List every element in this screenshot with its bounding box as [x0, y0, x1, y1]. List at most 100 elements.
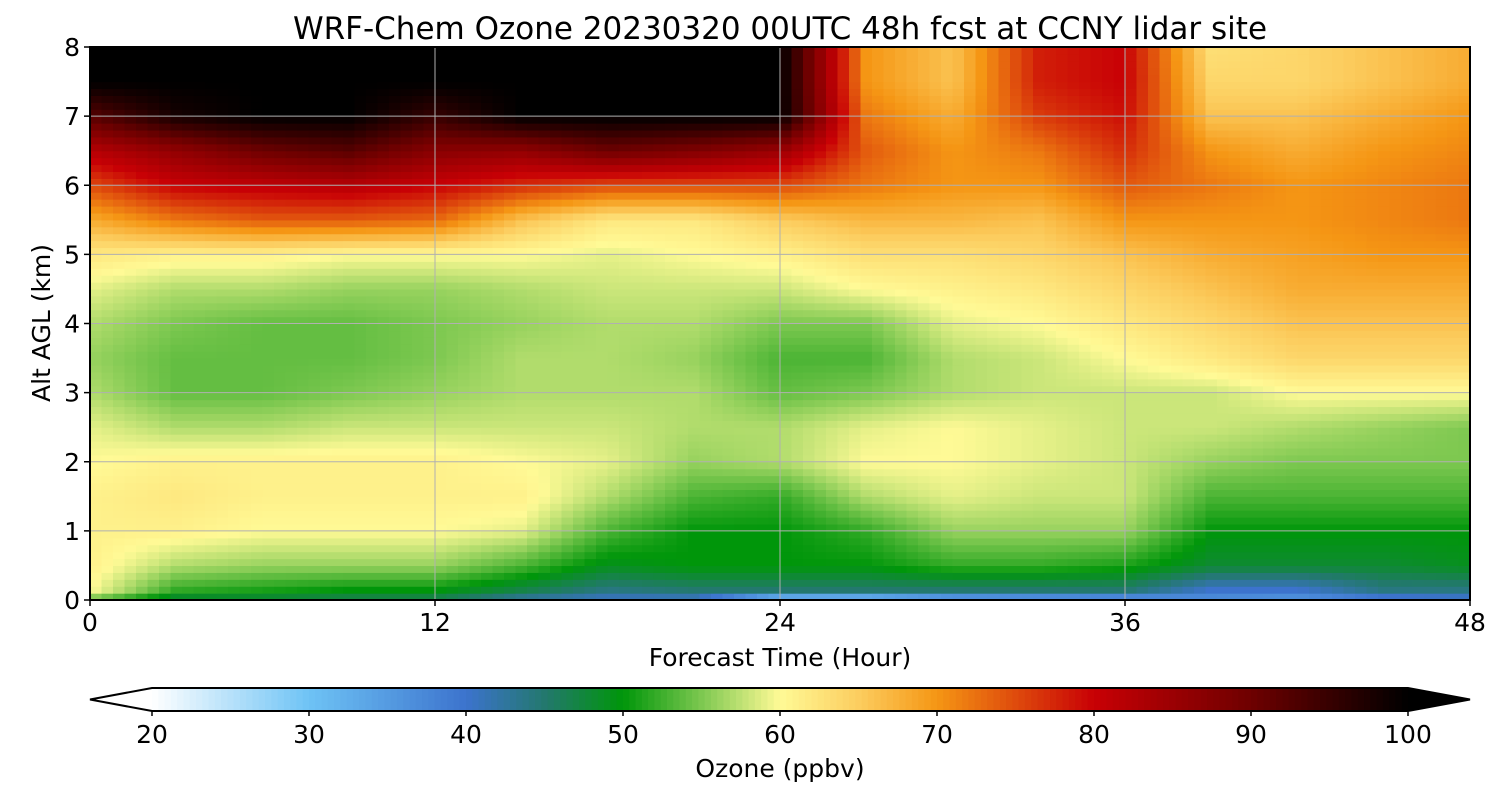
heat-cell [607, 489, 620, 497]
heat-cell [550, 530, 563, 539]
heat-cell [262, 454, 275, 463]
heat-cell [101, 489, 114, 497]
heat-cell [90, 364, 103, 373]
heat-cell [676, 447, 689, 456]
heat-cell [481, 586, 494, 594]
heat-cell [745, 81, 758, 90]
heat-cell [607, 240, 620, 249]
heat-cell [170, 295, 183, 304]
heat-cell [768, 579, 781, 587]
heat-cell [722, 399, 735, 408]
heat-cell [113, 116, 126, 124]
heat-cell [745, 123, 758, 131]
heat-cell [90, 282, 103, 290]
heat-cell [768, 60, 781, 69]
heat-cell [469, 441, 482, 449]
heat-cell [653, 88, 666, 96]
heat-cell [711, 123, 724, 131]
heat-cell [676, 427, 689, 435]
heat-cell [400, 441, 413, 449]
heat-cell [389, 67, 402, 76]
heat-cell [285, 586, 298, 594]
heat-cell [274, 461, 287, 470]
heat-cell [665, 427, 678, 435]
heat-cell [527, 199, 540, 207]
heat-cell [159, 212, 172, 221]
heat-cell [366, 378, 379, 387]
heat-cell [331, 240, 344, 249]
heat-cell [297, 337, 310, 345]
heat-cell [101, 503, 114, 511]
heat-cell [688, 233, 701, 242]
heat-cell [239, 551, 252, 560]
heat-cell [653, 60, 666, 69]
heat-cell [101, 275, 114, 283]
heat-cell [538, 330, 551, 338]
heat-cell [101, 565, 114, 573]
heat-cell [389, 358, 402, 366]
heat-cell [527, 185, 540, 193]
heat-cell [297, 482, 310, 490]
heat-cell [147, 475, 160, 484]
heat-cell [228, 503, 241, 511]
heat-cell [642, 517, 655, 525]
heat-cell [791, 288, 804, 297]
heat-cell [274, 510, 287, 518]
heat-cell [734, 136, 747, 145]
heat-cell [159, 109, 172, 117]
heat-cell [584, 482, 597, 490]
heat-cell [274, 81, 287, 90]
heat-cell [377, 364, 390, 373]
heat-cell [216, 150, 229, 159]
heat-cell [159, 60, 172, 69]
heat-cell [435, 74, 448, 83]
heat-cell [688, 136, 701, 145]
heat-cell [320, 164, 333, 173]
heat-cell [446, 157, 459, 166]
heat-cell [711, 302, 724, 311]
heat-cell [722, 226, 735, 235]
heat-cell [400, 358, 413, 366]
heat-cell [630, 268, 643, 276]
heat-cell [124, 537, 137, 546]
heat-cell [722, 579, 735, 587]
heat-cell [274, 399, 287, 408]
heat-cell [538, 74, 551, 83]
heat-cell [504, 164, 517, 173]
heat-cell [803, 572, 816, 580]
heat-cell [159, 523, 172, 532]
heat-cell [113, 468, 126, 477]
heat-cell [492, 427, 505, 435]
heat-cell [251, 441, 264, 449]
heat-cell [297, 129, 310, 138]
heat-cell [147, 164, 160, 173]
heat-cell [228, 67, 241, 76]
heat-cell [515, 337, 528, 345]
heat-cell [435, 136, 448, 145]
heat-cell [239, 572, 252, 580]
heat-cell [688, 510, 701, 518]
heat-cell [147, 406, 160, 414]
heat-cell [228, 434, 241, 442]
heat-cell [561, 399, 574, 408]
heat-cell [331, 150, 344, 159]
heat-cell [412, 406, 425, 414]
heat-cell [688, 330, 701, 338]
heat-cell [676, 454, 689, 463]
heat-cell [262, 247, 275, 255]
heat-cell [193, 461, 206, 470]
heat-cell [780, 406, 793, 414]
heat-cell [676, 261, 689, 269]
heat-cell [354, 247, 367, 255]
heat-cell [561, 475, 574, 484]
heat-cell [584, 74, 597, 83]
heat-cell [423, 351, 436, 359]
heat-cell [193, 53, 206, 62]
heat-cell [780, 510, 793, 518]
heat-cell [711, 510, 724, 518]
heat-cell [389, 233, 402, 242]
heat-cell [90, 275, 103, 283]
heat-cell [780, 586, 793, 594]
heat-cell [527, 371, 540, 380]
heat-cell [665, 226, 678, 235]
